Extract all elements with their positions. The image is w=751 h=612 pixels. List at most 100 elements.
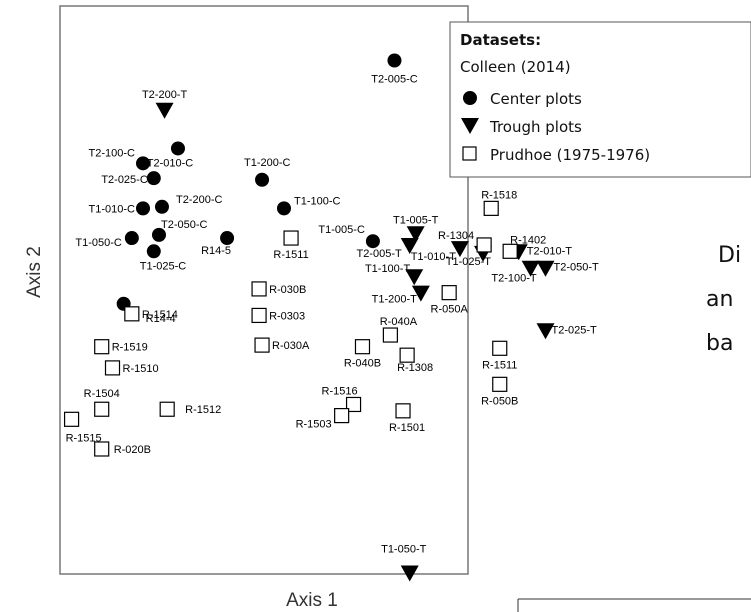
prudhoe-point-r-1512 bbox=[159, 401, 175, 417]
point-label-t1-200-c: T1-200-C bbox=[244, 157, 291, 169]
center-plot-point-t1-010-c bbox=[136, 201, 151, 216]
point-label-t1-010-c: T1-010-C bbox=[89, 203, 136, 215]
point-label-t2-005-t: T2-005-T bbox=[356, 248, 402, 260]
prudhoe-point-r-050b bbox=[492, 376, 508, 392]
side-text-line-1: Di bbox=[718, 243, 741, 268]
point-label-t1-005-c: T1-005-C bbox=[318, 224, 365, 236]
center-plot-point-t1-100-c bbox=[276, 201, 291, 216]
y-axis-label: Axis 2 bbox=[24, 246, 45, 298]
point-label-r-1304: R-1304 bbox=[438, 230, 474, 242]
data-points-layer: T2-005-C T2-010-C T2-100-C T2-025-C T1-200-C… bbox=[63, 53, 600, 582]
trough-plot-point-t1-100-t bbox=[405, 269, 424, 286]
point-label-t2-025-t: T2-025-T bbox=[552, 324, 598, 336]
prudhoe-point-r-1308 bbox=[399, 347, 415, 363]
point-label-r-1402: R-1402 bbox=[510, 234, 546, 246]
point-label-r-1514: R-1514 bbox=[142, 309, 178, 321]
prudhoe-point-r-040b bbox=[354, 339, 371, 355]
point-label-r-1515: R-1515 bbox=[66, 432, 102, 444]
trough-plot-point-t1-050-t bbox=[400, 565, 419, 582]
point-label-r-1503: R-1503 bbox=[296, 419, 332, 431]
point-label-t2-100-t: T2-100-T bbox=[491, 273, 537, 285]
point-label-r-1504: R-1504 bbox=[84, 388, 120, 400]
point-label-r-050b: R-050B bbox=[481, 395, 518, 407]
point-label-t1-025-c: T1-025-C bbox=[140, 260, 187, 272]
trough-plot-point-t1-200-t bbox=[411, 285, 430, 302]
center-plot-point-t2-200-c bbox=[154, 199, 169, 214]
center-plot-point-t1-025-c bbox=[146, 244, 161, 259]
prudhoe-point-r-1501 bbox=[395, 403, 411, 419]
prudhoe-point-r-040a bbox=[382, 327, 398, 343]
prudhoe-point-r-1503 bbox=[334, 408, 350, 424]
point-label-t1-005-t: T1-005-T bbox=[393, 214, 439, 226]
point-label-r-030b: R-030B bbox=[269, 284, 306, 296]
legend-circle-icon bbox=[463, 91, 477, 105]
point-label-t2-025-c: T2-025-C bbox=[101, 174, 148, 186]
point-label-t1-200-t: T1-200-T bbox=[372, 294, 418, 306]
point-label-r-1519: R-1519 bbox=[112, 342, 148, 354]
legend: Datasets: Colleen (2014) Center plots Tr… bbox=[449, 21, 751, 178]
point-label-t1-100-c: T1-100-C bbox=[294, 195, 341, 207]
trough-plot-point-t2-100-t bbox=[521, 260, 540, 277]
point-label-r-040a: R-040A bbox=[380, 316, 418, 328]
prudhoe-point-r-1515 bbox=[63, 411, 80, 427]
point-label-r-0303: R-0303 bbox=[269, 310, 305, 322]
point-label-t1-100-t: T1-100-T bbox=[365, 263, 411, 275]
point-label-r-1510: R-1510 bbox=[123, 363, 159, 375]
point-label-r-030a: R-030A bbox=[272, 340, 310, 352]
point-label-t2-050-t: T2-050-T bbox=[554, 262, 600, 274]
legend-subtitle: Colleen (2014) bbox=[460, 58, 571, 76]
legend-entry-prudhoe: Prudhoe (1975-1976) bbox=[490, 146, 650, 164]
plot-frame bbox=[59, 5, 469, 575]
point-label-r-1512: R-1512 bbox=[185, 404, 221, 416]
legend-triangle-icon bbox=[461, 118, 479, 134]
trough-plot-point-t1-005-t bbox=[406, 226, 425, 243]
legend-square-icon bbox=[462, 146, 477, 161]
trough-plot-point-t2-050-t bbox=[536, 260, 555, 277]
prudhoe-point-r-030b bbox=[251, 281, 267, 297]
center-plot-point-t2-010-c bbox=[170, 141, 185, 156]
x-axis-label: Axis 1 bbox=[286, 590, 338, 611]
point-label-r14-4: R14-4 bbox=[146, 313, 176, 325]
center-plot-point-t1-005-c bbox=[365, 234, 380, 249]
point-label-t2-100-c: T2-100-C bbox=[89, 147, 136, 159]
point-label-t1-050-c: T1-050-C bbox=[75, 237, 122, 249]
trough-plot-point-t2-005-t bbox=[400, 237, 419, 254]
point-label-r-020b: R-020B bbox=[114, 444, 151, 456]
point-label-t2-200-c: T2-200-C bbox=[176, 194, 223, 206]
point-label-t1-050-t: T1-050-T bbox=[381, 543, 427, 555]
legend-entry-trough: Trough plots bbox=[489, 118, 582, 136]
point-label-r-1308: R-1308 bbox=[397, 362, 433, 374]
point-label-r-1516: R-1516 bbox=[322, 385, 358, 397]
point-label-r-1511: R-1511 bbox=[273, 249, 308, 261]
prudhoe-point-r-1518 bbox=[483, 200, 499, 216]
prudhoe-point-r-030a bbox=[254, 337, 270, 353]
trough-plot-point-t2-025-t bbox=[536, 323, 555, 340]
prudhoe-point-r-1402 bbox=[502, 243, 518, 259]
prudhoe-point-r-1516 bbox=[345, 396, 362, 413]
legend-box bbox=[449, 21, 751, 178]
prudhoe-point-r-1304 bbox=[476, 237, 492, 253]
prudhoe-point-r-0303 bbox=[251, 307, 267, 324]
center-plot-point-t2-025-c bbox=[146, 171, 161, 186]
point-label-r-050a: R-050A bbox=[431, 304, 469, 316]
center-plot-point-t2-050-c bbox=[152, 227, 166, 242]
point-label-t2-010-c: T2-010-C bbox=[147, 157, 194, 169]
prudhoe-point-r-020b bbox=[94, 441, 110, 457]
point-label-r-040b: R-040B bbox=[344, 358, 381, 370]
prudhoe-point-r-1511 bbox=[492, 340, 508, 356]
point-label-t2-200-t: T2-200-T bbox=[142, 89, 188, 101]
legend-title: Datasets: bbox=[460, 31, 541, 49]
prudhoe-point-r-1519 bbox=[94, 339, 110, 355]
point-label-t1-010-t: T1-010-T bbox=[411, 251, 457, 263]
side-text-line-2: an bbox=[706, 287, 733, 312]
point-label-t2-010-t: T2-010-T bbox=[527, 245, 573, 257]
prudhoe-point-r-1514 bbox=[124, 306, 140, 322]
point-label-r-1511: R-1511 bbox=[482, 359, 517, 371]
legend-entry-center: Center plots bbox=[490, 90, 582, 108]
center-plot-point-t1-200-c bbox=[255, 172, 270, 187]
point-label-r14-5: R14-5 bbox=[201, 245, 231, 257]
prudhoe-point-r-050a bbox=[441, 285, 457, 301]
prudhoe-point-r-1504 bbox=[94, 401, 110, 417]
prudhoe-point-r-1510 bbox=[104, 360, 121, 376]
